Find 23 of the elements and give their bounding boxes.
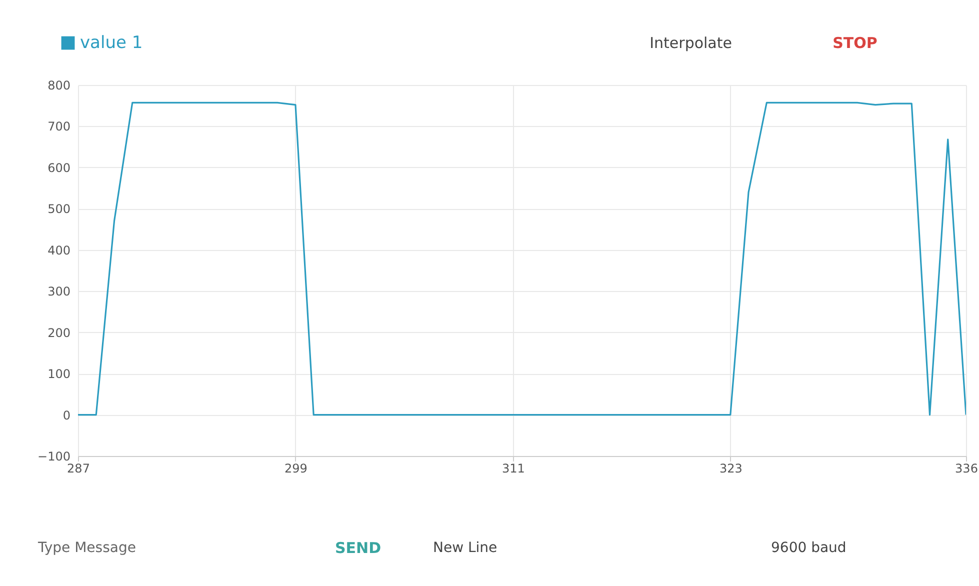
x-tick-label: 336 <box>955 462 978 476</box>
text: Type Message <box>37 540 136 556</box>
x-tick-label: 299 <box>284 462 308 476</box>
x-tick-label: 323 <box>719 462 742 476</box>
y-tick-label: 400 <box>48 243 70 258</box>
y-tick-label: 700 <box>48 120 70 134</box>
text: STOP <box>832 34 878 52</box>
y-tick-label: −100 <box>38 450 70 464</box>
y-tick-label: 800 <box>48 78 70 92</box>
y-tick-label: 600 <box>48 160 70 175</box>
y-tick-label: 200 <box>48 326 70 340</box>
legend-label: value 1 <box>80 33 143 53</box>
y-tick-label: 100 <box>48 367 70 382</box>
text: SEND <box>334 539 382 557</box>
line-series <box>78 102 966 416</box>
text: Interpolate <box>650 34 732 52</box>
x-tick-label: 311 <box>502 462 525 476</box>
text: 9600 baud <box>771 540 846 556</box>
y-tick-label: 0 <box>62 408 70 422</box>
text: New Line <box>433 540 498 556</box>
x-tick-label: 287 <box>67 462 90 476</box>
y-tick-label: 300 <box>48 284 70 299</box>
y-tick-label: 500 <box>48 202 70 216</box>
